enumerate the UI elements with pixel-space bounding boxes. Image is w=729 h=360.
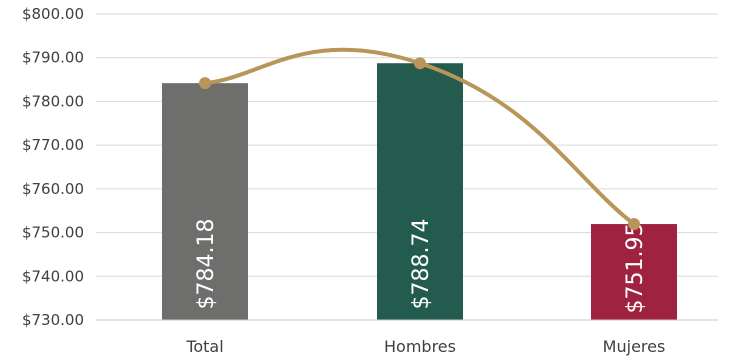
line-marker bbox=[199, 77, 211, 90]
y-tick-label: $730.00 bbox=[22, 311, 84, 329]
y-tick-label: $750.00 bbox=[22, 224, 84, 242]
x-tick-label: Hombres bbox=[384, 337, 456, 356]
bar bbox=[591, 224, 677, 320]
data-label: $751.95 bbox=[623, 223, 648, 314]
line-marker bbox=[414, 57, 426, 70]
y-tick-label: $790.00 bbox=[22, 49, 84, 67]
y-tick-label: $800.00 bbox=[22, 5, 84, 23]
x-tick-label: Total bbox=[185, 337, 223, 356]
bar bbox=[377, 63, 463, 320]
y-tick-label: $770.00 bbox=[22, 136, 84, 154]
data-label: $788.74 bbox=[409, 219, 434, 310]
y-tick-label: $740.00 bbox=[22, 267, 84, 285]
data-label: $784.18 bbox=[194, 219, 219, 310]
x-tick-label: Mujeres bbox=[603, 337, 666, 356]
y-tick-label: $780.00 bbox=[22, 92, 84, 110]
bar bbox=[162, 83, 248, 320]
y-tick-label: $760.00 bbox=[22, 180, 84, 198]
line-marker bbox=[628, 218, 640, 231]
